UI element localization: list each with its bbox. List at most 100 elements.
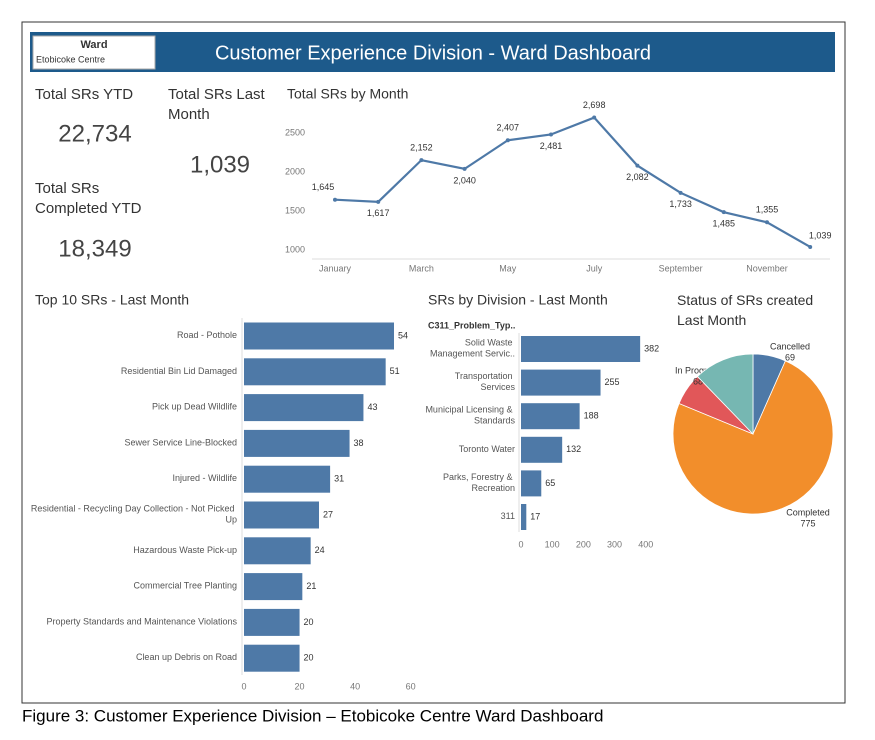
bar [244,358,386,386]
kpi-value: 1,039 [190,151,250,178]
y-tick-label: 2500 [285,127,305,137]
bar [521,470,542,497]
bar [244,394,364,422]
x-tick-label: July [586,263,603,273]
x-tick-label: 60 [406,681,416,691]
point [505,138,510,143]
slice-label: Completed [786,507,830,517]
value-label: 132 [566,444,581,454]
x-tick-label: March [409,263,434,273]
point [678,190,683,195]
x-tick-label: 300 [607,539,622,549]
value-label: 17 [530,511,540,521]
value-label: 43 [367,402,377,412]
chart-title: Top 10 SRs - Last Month [35,292,189,308]
value-label: 2,040 [453,175,476,185]
point [333,197,337,202]
bar [244,501,319,529]
value-label: 255 [605,377,620,387]
value-label: 20 [304,653,314,663]
chart-title: SRs by Division - Last Month [428,292,608,308]
slice-label: In Progress [675,365,722,375]
bar [521,369,601,396]
point [462,166,467,171]
x-tick-label: 0 [518,539,523,549]
kpi-label: Total SRs YTD [35,86,133,103]
x-tick-label: 400 [638,539,653,549]
category-label: Toronto Water [459,444,515,454]
category-label: Road - Pothole [177,330,237,340]
chart-title: Total SRs by Month [287,86,408,102]
bar [244,429,350,457]
kpi-value: 22,734 [58,120,131,147]
value-label: 20 [304,617,314,627]
y-tick-label: 1500 [285,205,305,215]
value-label: 2,407 [497,123,520,133]
category-label: Injured - Wildlife [172,474,237,484]
category-label: Property Standards and Maintenance Viola… [47,617,238,627]
value-label: 31 [334,474,344,484]
chart-title: Status of SRs created Last Month [677,292,817,328]
x-tick-label: January [319,263,352,273]
caption: Figure 3: Customer Experience Division –… [22,706,603,725]
value-label: 1,645 [312,182,335,192]
point [635,163,640,168]
header-title: Customer Experience Division - Ward Dash… [215,42,651,64]
bar [244,573,303,601]
value-label: 21 [306,581,316,591]
frame [21,21,846,704]
header-bar [30,32,835,72]
slice-label: Cancelled [770,341,810,351]
value-label: 24 [315,545,325,555]
bar [521,403,580,430]
value-label: 2,082 [626,172,649,182]
point [419,158,424,163]
value-label: 1,485 [713,219,736,229]
value-label: 65 [545,478,555,488]
category-label: Clean up Debris on Road [136,653,237,663]
point [592,115,597,120]
value-label: 1,733 [669,199,692,209]
bar [521,336,641,362]
pie-slice [696,353,754,435]
category-label: Parks, Forestry & Recreation [443,472,515,493]
value-label: 51 [390,366,400,376]
value-label: 27 [323,509,333,519]
ward-box [32,35,156,70]
x-tick-label: September [659,263,703,273]
bar [244,608,300,636]
y-tick-label: 2000 [285,166,305,176]
x-tick-label: 100 [545,539,560,549]
category-label: Residential Bin Lid Damaged [121,366,237,376]
value-label: 54 [398,330,408,340]
point [765,220,769,225]
category-label: Transportation Services [455,371,516,392]
x-tick-label: 200 [576,539,591,549]
x-tick-label: May [499,263,517,273]
bar [244,322,394,350]
bar [244,465,331,493]
bar [521,436,563,463]
value-label: 1,617 [367,208,390,218]
x-tick-label: 20 [295,681,305,691]
ward-name: Etobicoke Centre [36,54,105,64]
x-tick-label: 40 [350,681,360,691]
category-label: Solid Waste Management Servic.. [430,338,515,359]
value-label: 382 [644,343,659,353]
point [808,244,813,249]
category-label: Sewer Service Line-Blocked [124,438,237,448]
kpi-label: Total SRs Last Month [168,86,269,123]
point [376,199,381,204]
point [549,132,553,137]
category-label: Residential - Recycling Day Collection -… [31,504,237,525]
bar [521,504,527,530]
value-label: 188 [584,411,599,421]
value-label: 2,152 [410,143,433,153]
x-tick-label: November [746,263,788,273]
category-label: 311 [501,511,515,521]
category-label: Municipal Licensing & Standards [425,405,515,426]
ward-label: Ward [80,39,107,51]
pie-slice [672,360,834,515]
value-label: 38 [354,438,364,448]
